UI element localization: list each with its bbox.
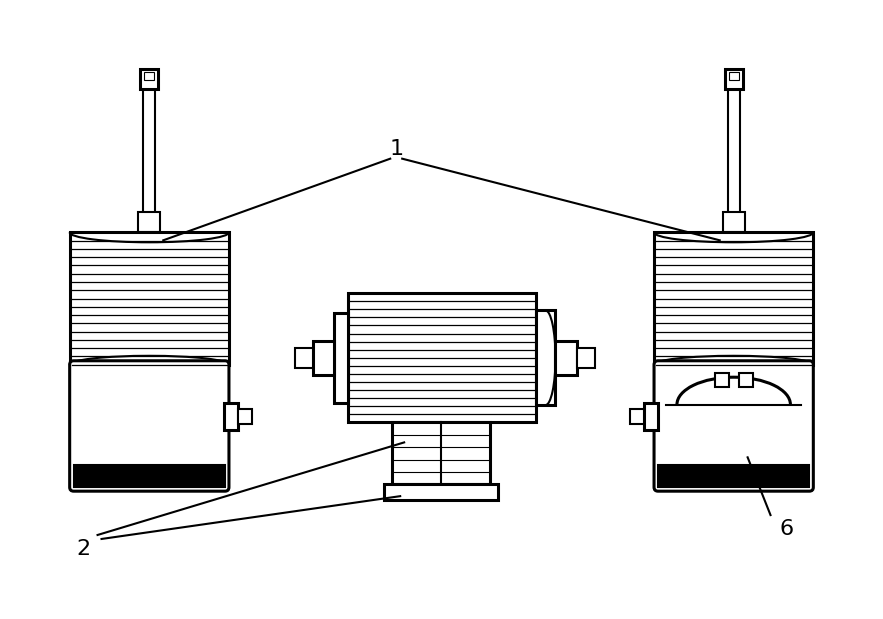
Bar [143,89,155,232]
Text: 6: 6 [780,519,794,539]
Bar [295,348,313,368]
Bar [725,69,743,89]
Bar [313,341,335,374]
Bar [139,212,161,232]
Bar [739,373,752,387]
Bar [728,72,739,80]
Bar [536,311,555,405]
Bar [722,212,744,232]
Bar [654,232,813,365]
Bar [577,348,595,368]
Bar [555,341,577,374]
Bar [224,402,238,430]
Bar [335,313,349,402]
Bar [630,409,644,425]
Bar [714,373,728,387]
Text: 1: 1 [389,139,404,158]
Bar [392,423,490,484]
Bar [658,465,810,487]
Bar [144,72,155,80]
Text: 2: 2 [77,539,91,559]
Bar [644,402,658,430]
Bar [73,465,225,487]
Bar [728,89,740,232]
FancyBboxPatch shape [70,361,229,491]
Bar [140,69,158,89]
FancyBboxPatch shape [654,361,813,491]
Bar [238,409,252,425]
Bar [349,293,536,423]
Bar [384,484,498,500]
Bar [70,232,229,365]
